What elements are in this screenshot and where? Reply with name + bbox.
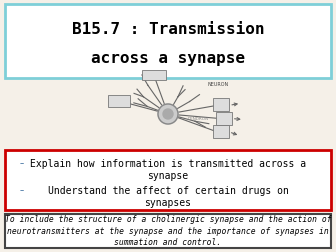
FancyBboxPatch shape [5,214,331,248]
FancyBboxPatch shape [213,98,229,111]
Text: Explain how information is transmitted across a: Explain how information is transmitted a… [30,159,306,169]
FancyBboxPatch shape [216,112,232,124]
Text: To include the structure of a cholinergic synapse and the action of
neurotransmi: To include the structure of a cholinergi… [5,215,331,247]
Text: Understand the affect of certain drugs on: Understand the affect of certain drugs o… [48,186,288,196]
Text: DENDRON: DENDRON [188,117,209,121]
FancyBboxPatch shape [5,4,331,78]
FancyBboxPatch shape [142,70,166,80]
Text: synapse: synapse [148,171,188,181]
Text: across a synapse: across a synapse [91,50,245,66]
FancyBboxPatch shape [108,95,130,107]
Circle shape [163,109,173,119]
Text: –: – [20,186,24,196]
Text: B15.7 : Transmission: B15.7 : Transmission [72,22,264,38]
Text: NEURON: NEURON [208,81,229,86]
Text: –: – [20,160,24,169]
Circle shape [158,104,178,124]
FancyBboxPatch shape [213,125,229,138]
FancyBboxPatch shape [5,150,331,210]
Text: synapses: synapses [144,198,192,208]
